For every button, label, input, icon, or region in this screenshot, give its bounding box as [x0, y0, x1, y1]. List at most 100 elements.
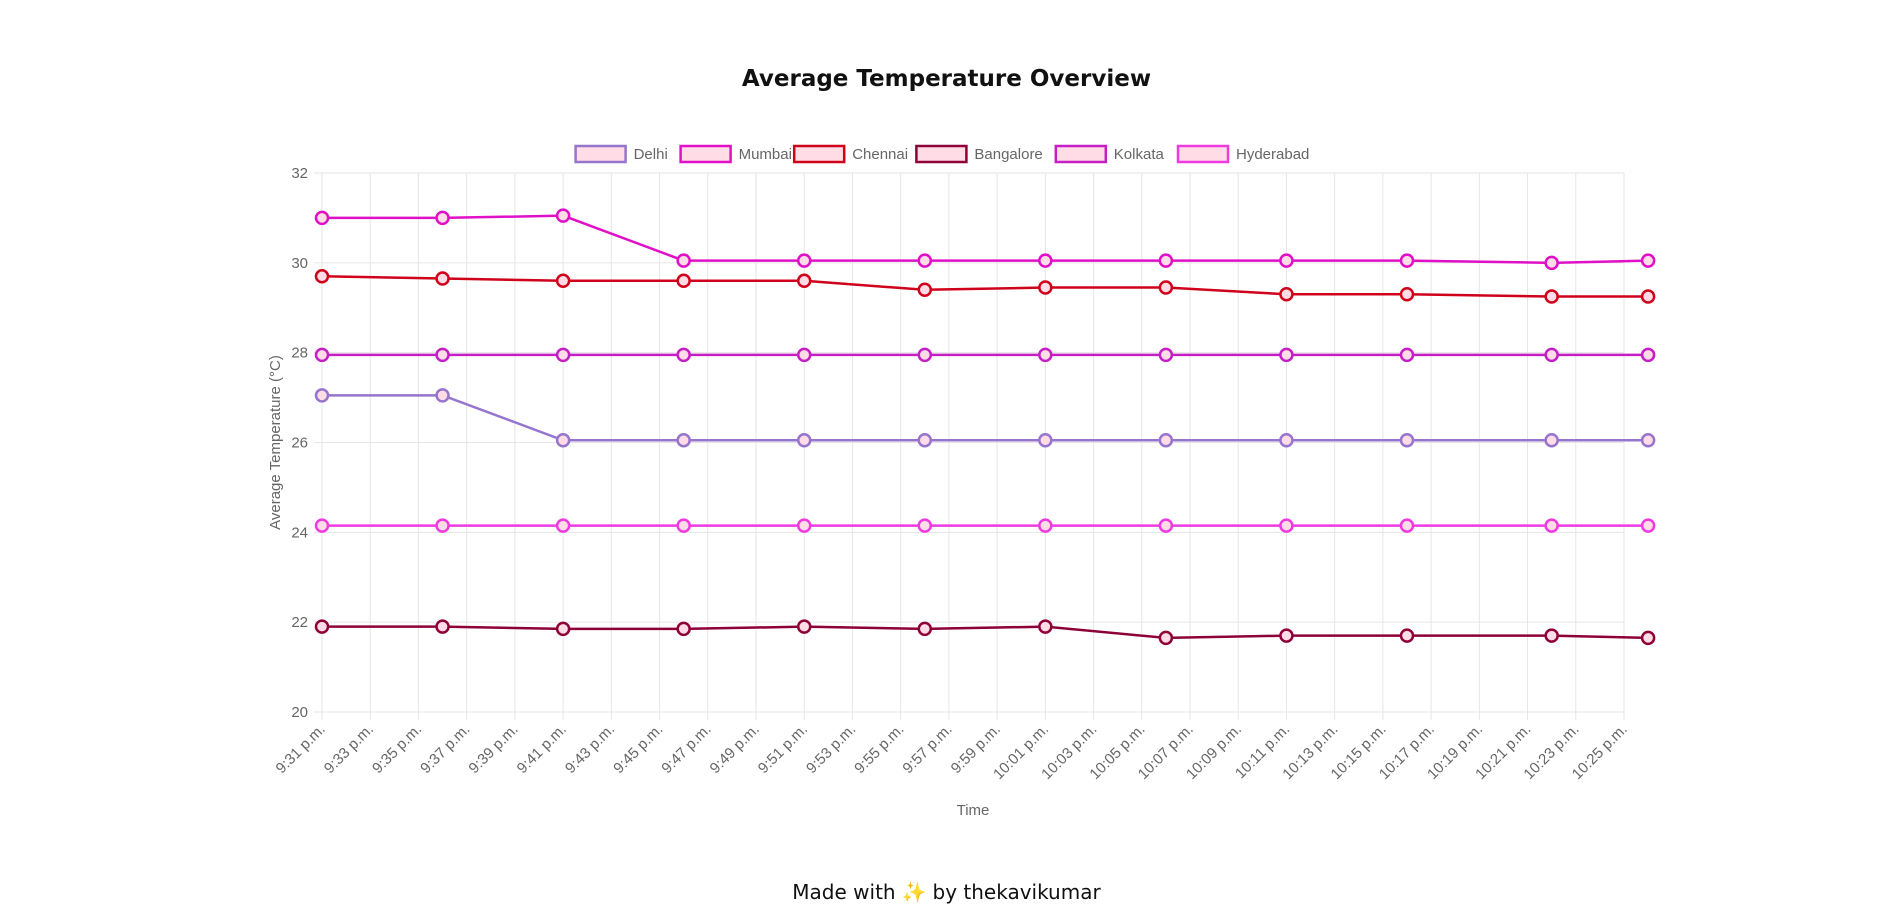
- data-point-kolkata: [435, 347, 450, 363]
- data-point-chennai: [917, 282, 933, 298]
- data-point-hyderabad: [676, 518, 691, 533]
- data-point-mumbai: [555, 208, 571, 223]
- data-point-kolkata: [314, 347, 330, 363]
- x-tick-label: 9:37 p.m.: [417, 721, 473, 777]
- data-point-delhi: [1158, 433, 1174, 448]
- x-tick-label: 9:31 p.m.: [273, 721, 329, 777]
- data-point-mumbai: [1399, 253, 1415, 268]
- data-point-delhi: [1640, 433, 1656, 448]
- x-tick-label: 9:33 p.m.: [321, 721, 377, 777]
- data-point-bangalore: [1399, 628, 1415, 643]
- legend-swatch: [574, 144, 627, 164]
- data-point-bangalore: [676, 621, 691, 637]
- x-tick-label: 9:45 p.m.: [610, 721, 666, 777]
- footer: Made with ✨ by thekavikumar: [0, 880, 1893, 904]
- y-tick-label: 22: [291, 614, 308, 631]
- data-point-delhi: [796, 433, 812, 448]
- data-point-bangalore: [796, 619, 812, 634]
- data-point-delhi: [314, 388, 330, 403]
- data-point-chennai: [796, 273, 812, 289]
- data-point-hyderabad: [917, 518, 933, 533]
- data-point-mumbai: [676, 253, 691, 268]
- y-tick-label: 20: [291, 704, 308, 721]
- y-tick-label: 28: [291, 345, 308, 362]
- data-point-kolkata: [676, 347, 691, 363]
- legend-label: Delhi: [634, 146, 668, 163]
- data-point-kolkata: [1544, 347, 1559, 363]
- data-point-hyderabad: [1544, 518, 1559, 533]
- data-point-kolkata: [1158, 347, 1174, 363]
- legend-label: Chennai: [852, 146, 908, 163]
- data-point-delhi: [555, 433, 571, 448]
- legend-swatch: [792, 144, 846, 164]
- data-point-delhi: [1544, 433, 1559, 448]
- legend-swatch: [1054, 144, 1108, 164]
- data-point-mumbai: [1158, 253, 1174, 268]
- data-point-bangalore: [555, 621, 571, 637]
- data-point-kolkata: [1038, 347, 1053, 363]
- data-point-kolkata: [555, 347, 571, 363]
- data-point-bangalore: [1038, 619, 1053, 634]
- data-point-hyderabad: [796, 518, 812, 533]
- data-point-kolkata: [1640, 347, 1656, 363]
- data-point-mumbai: [917, 253, 933, 268]
- data-point-delhi: [1038, 433, 1053, 448]
- data-point-hyderabad: [1038, 518, 1053, 533]
- data-point-bangalore: [1158, 630, 1174, 646]
- data-point-mumbai: [1544, 255, 1559, 271]
- data-point-mumbai: [1640, 253, 1656, 268]
- data-point-kolkata: [917, 347, 933, 363]
- legend-swatch: [1176, 144, 1230, 164]
- data-point-mumbai: [435, 210, 450, 226]
- data-point-delhi: [435, 388, 450, 403]
- legend-swatch: [679, 144, 732, 164]
- data-point-delhi: [676, 433, 691, 448]
- data-point-delhi: [917, 433, 933, 448]
- x-tick-label: 9:41 p.m.: [514, 721, 570, 777]
- y-tick-label: 32: [291, 165, 308, 182]
- data-point-bangalore: [1544, 628, 1559, 643]
- data-point-mumbai: [1038, 253, 1053, 268]
- x-axis-title: Time: [957, 802, 990, 819]
- data-point-delhi: [1279, 433, 1294, 448]
- data-point-hyderabad: [314, 518, 330, 533]
- sparkle-icon: ✨: [901, 880, 927, 904]
- data-point-hyderabad: [1279, 518, 1294, 533]
- y-tick-label: 24: [291, 524, 308, 541]
- data-point-bangalore: [917, 621, 933, 637]
- data-point-kolkata: [1279, 347, 1294, 363]
- data-point-chennai: [1544, 289, 1559, 304]
- data-point-chennai: [1279, 287, 1294, 302]
- data-point-hyderabad: [1640, 518, 1656, 533]
- data-point-hyderabad: [1399, 518, 1415, 533]
- y-tick-label: 26: [291, 435, 308, 452]
- x-tick-label: 9:43 p.m.: [562, 721, 618, 777]
- series-line-mumbai: [322, 214, 1649, 265]
- y-axis-title: Average Temperature (°C): [267, 355, 284, 530]
- legend-label: Mumbai: [739, 146, 792, 163]
- data-point-chennai: [1038, 280, 1053, 295]
- data-point-chennai: [1640, 289, 1656, 304]
- footer-prefix: Made with: [792, 880, 896, 904]
- legend-swatch: [915, 144, 968, 164]
- data-point-chennai: [1399, 287, 1415, 302]
- legend-label: Hyderabad: [1236, 146, 1309, 163]
- data-point-chennai: [555, 273, 571, 289]
- y-tick-label: 30: [291, 255, 308, 272]
- data-point-delhi: [1399, 433, 1415, 448]
- data-point-kolkata: [796, 347, 812, 363]
- legend-label: Bangalore: [974, 146, 1042, 163]
- data-point-bangalore: [1279, 628, 1294, 643]
- x-tick-label: 9:55 p.m.: [851, 721, 907, 777]
- data-point-mumbai: [1279, 253, 1294, 268]
- x-tick-label: 9:47 p.m.: [658, 721, 714, 777]
- footer-author: by thekavikumar: [932, 880, 1101, 904]
- x-tick-label: 9:53 p.m.: [803, 721, 859, 777]
- series-line-bangalore: [322, 625, 1649, 640]
- series-line-delhi: [322, 394, 1649, 442]
- data-point-chennai: [435, 271, 450, 286]
- x-tick-label: 9:51 p.m.: [755, 721, 811, 777]
- x-tick-label: 9:39 p.m.: [465, 721, 521, 777]
- data-point-kolkata: [1399, 347, 1415, 363]
